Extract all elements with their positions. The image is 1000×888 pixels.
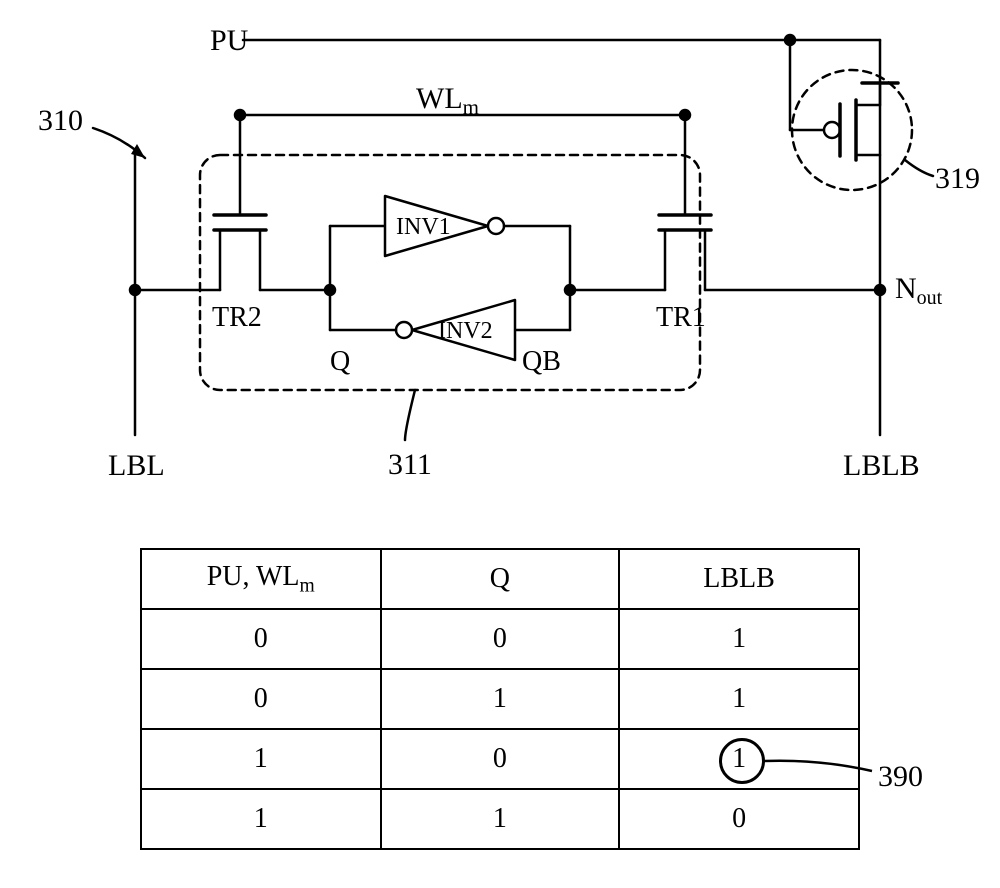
ref-310-label: 310 [38, 104, 83, 137]
table-cell: 1 [141, 789, 381, 849]
lblb-label: LBLB [843, 449, 920, 482]
pu-label: PU [210, 24, 249, 57]
table-cell: 0 [381, 729, 620, 789]
ref-390-label: 390 [878, 760, 923, 794]
ref-311-leader [405, 390, 415, 440]
truth-header-q: Q [381, 549, 620, 609]
table-cell: 0 [381, 609, 620, 669]
truth-header-lblb: LBLB [619, 549, 859, 609]
table-cell: 0 [141, 609, 381, 669]
table-cell: 1 [381, 669, 620, 729]
wl-label: WLm [416, 82, 479, 119]
q-label: Q [330, 346, 350, 377]
table-cell: 1 [619, 729, 859, 789]
ref-319-label: 319 [935, 162, 980, 195]
table-cell: 0 [141, 669, 381, 729]
table-cell: 1 [619, 669, 859, 729]
tr1-label: TR1 [656, 302, 706, 333]
tr2-label: TR2 [212, 302, 262, 333]
latch-box [200, 155, 700, 390]
inv1-label: INV1 [396, 214, 451, 240]
transistor-tr1 [659, 115, 711, 290]
table-cell: 0 [619, 789, 859, 849]
ref-311-label: 311 [388, 448, 432, 481]
table-cell: 1 [141, 729, 381, 789]
nout-label: Nout [895, 272, 943, 309]
table-cell: 1 [381, 789, 620, 849]
circuit-schematic: PU WLm 310 LBL LBLB Nout 311 [0, 0, 1000, 520]
table-cell: 1 [619, 609, 859, 669]
truth-table: PU, WLm Q LBLB 0 0 1 0 1 1 1 0 1 1 1 0 [140, 548, 860, 850]
truth-header-pu-wl: PU, WLm [141, 549, 381, 609]
circle-390 [719, 738, 765, 784]
inv2-label: INV2 [438, 318, 493, 344]
transistor-tr2 [214, 115, 266, 290]
lbl-label: LBL [108, 449, 165, 482]
transistor-pmos-319 [785, 35, 912, 190]
qb-label: QB [522, 346, 561, 377]
ref-319-leader [905, 160, 933, 176]
